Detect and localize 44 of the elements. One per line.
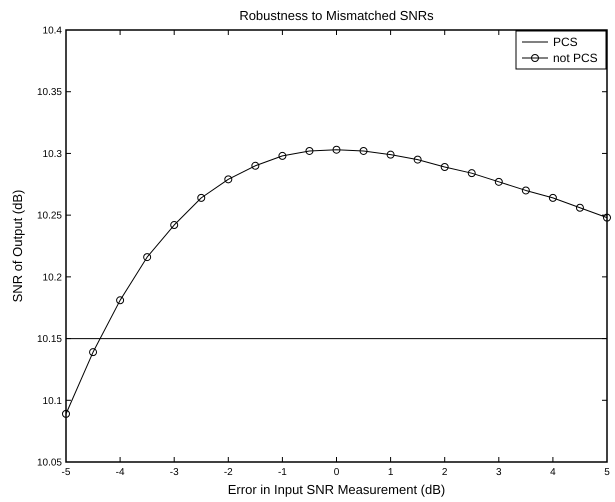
legend-label: not PCS (553, 51, 598, 65)
x-tick-label: -2 (224, 467, 234, 478)
x-tick-label: -3 (170, 467, 180, 478)
y-tick-label: 10.1 (42, 396, 62, 407)
point (440, 163, 449, 172)
x-tick-label: 2 (442, 467, 448, 478)
point (116, 296, 124, 304)
chart-title: Robustness to Mismatched SNRs (239, 8, 434, 23)
point (414, 156, 422, 164)
x-tick-label: -4 (116, 467, 125, 478)
point (305, 146, 314, 155)
point (332, 146, 340, 154)
y-tick-label: 10.2 (42, 272, 62, 284)
x-tick-label: 1 (388, 467, 394, 478)
point (548, 194, 557, 202)
point (170, 221, 178, 230)
y-tick-label: 10.15 (36, 334, 62, 346)
point (89, 348, 98, 356)
x-tick-label: 0 (334, 467, 340, 478)
legend-label: PCS (553, 35, 578, 49)
point (522, 186, 530, 194)
y-tick-label: 10.3 (42, 148, 62, 160)
point (494, 178, 503, 186)
y-tick-label: 10.4 (42, 26, 62, 36)
y-tick-label: 10.35 (36, 87, 62, 98)
point (278, 152, 286, 160)
x-tick-label: 4 (550, 467, 556, 478)
x-tick-label: -1 (278, 467, 288, 478)
point (576, 204, 584, 212)
x-tick-label: 3 (496, 467, 502, 478)
point (251, 162, 260, 170)
point (386, 150, 395, 159)
y-tick-label: 10.05 (36, 458, 62, 468)
y-axis-title: SNR of Output (dB) (10, 190, 25, 302)
point (62, 410, 70, 418)
point (143, 253, 152, 262)
point (197, 194, 206, 202)
x-axis-title: Error in Input SNR Measurement (dB) (228, 482, 446, 497)
point (468, 169, 476, 178)
x-tick-label: -5 (62, 467, 71, 478)
x-tick-label: 5 (604, 467, 610, 478)
y-tick-label: 10.25 (36, 210, 62, 222)
point (224, 175, 232, 184)
point (360, 146, 368, 155)
